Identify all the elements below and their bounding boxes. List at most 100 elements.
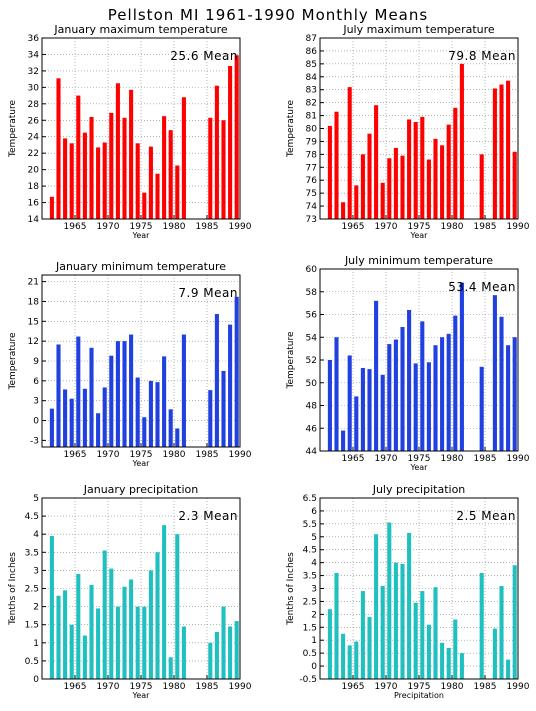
panel-2-title: July maximum temperature (342, 23, 495, 36)
panel-1-bar (208, 117, 213, 219)
panel-2-bar (446, 124, 451, 219)
panel-3-bar (175, 428, 180, 447)
panel-6-bar (393, 562, 398, 679)
panel-1-bar (82, 132, 87, 219)
panel-2-y-tick-label: 78 (306, 150, 318, 160)
panel-4-y-tick-label: 50 (306, 379, 318, 389)
panel-3-bar (214, 314, 219, 447)
panel-5-x-tick-label: 1970 (97, 682, 120, 692)
panel-3-bar (142, 417, 147, 447)
panel-4-y-tick-label: 44 (306, 447, 318, 457)
panel-4-bar (492, 295, 497, 451)
panel-6-title: July precipitation (372, 483, 466, 496)
panel-3-bar (135, 377, 140, 447)
panel-5-bar (49, 536, 54, 679)
panel-3-x-tick-label: 1985 (196, 450, 219, 460)
panel-1-bar (56, 78, 61, 220)
panel-6-bar (347, 645, 352, 679)
panel-1-x-axis-label: Year (132, 231, 151, 240)
panel-4-bar (400, 327, 405, 451)
panel-6-y-tick-label: 4.5 (303, 546, 317, 556)
panel-3-bar (148, 380, 153, 447)
panel-5-bar (63, 590, 68, 679)
panel-1-y-tick-label: 18 (28, 182, 40, 192)
panel-2-bar (420, 116, 425, 219)
panel-4-y-axis-label: Temperature (286, 331, 296, 389)
panel-2-y-tick-label: 80 (306, 125, 318, 135)
panel-4-y-tick-label: 58 (306, 288, 318, 298)
panel-1-y-tick-label: 28 (28, 100, 40, 110)
panel-2-y-tick-label: 76 (306, 176, 318, 186)
panel-4-y-tick-label: 56 (306, 311, 318, 321)
panel-5-bar (129, 579, 134, 679)
panel-1-bar (122, 117, 127, 219)
panel-5-bar (148, 570, 153, 679)
panel-2-x-tick-label: 1985 (474, 222, 497, 232)
panel-4-x-tick-label: 1970 (375, 454, 398, 464)
panel-1-bar (162, 116, 167, 219)
panel-2-y-tick-label: 82 (306, 99, 317, 109)
panel-2-x-tick-label: 1970 (375, 222, 398, 232)
panel-6-bar (446, 647, 451, 679)
panel-5-bar (162, 525, 167, 679)
panel-6-y-tick-label: 4 (311, 559, 317, 569)
panel-2-x-tick-label: 1975 (408, 222, 431, 232)
panel-1-x-tick-label: 1965 (64, 222, 87, 232)
panel-1-y-tick-label: 30 (28, 83, 40, 93)
panel-1-bar (168, 130, 173, 219)
panel-1-bar (76, 95, 81, 219)
panel-2-y-tick-label: 87 (306, 34, 317, 44)
panel-4-bar (479, 366, 484, 451)
panel-3-bar (109, 355, 114, 447)
panel-4-bar (433, 345, 438, 451)
panel-5-y-tick-label: 1.5 (25, 621, 39, 631)
panel-4-plot-border (319, 268, 519, 452)
panel-3-x-tick-label: 1990 (229, 450, 252, 460)
panel-5-x-tick-label: 1965 (64, 682, 87, 692)
panel-2-y-tick-label: 83 (306, 86, 317, 96)
panel-6-x-tick-label: 1980 (441, 682, 464, 692)
panel-2-bar (426, 159, 431, 219)
panel-1-bar (109, 112, 114, 219)
panel-4-bar (347, 355, 352, 451)
panel-4-bar (387, 344, 392, 451)
panel-1-x-tick-label: 1990 (229, 222, 252, 232)
panel-6-y-tick-label: 2.5 (303, 597, 317, 607)
panel-4-bar (380, 374, 385, 451)
panel-3-bar (96, 413, 101, 447)
panel-6-x-tick-label: 1965 (342, 682, 365, 692)
panel-4-bar (354, 396, 359, 451)
panel-4-x-tick-label: 1975 (408, 454, 431, 464)
panel-2-y-tick-label: 79 (306, 137, 318, 147)
panel-2-bar (506, 80, 511, 220)
panel-1-bar (228, 65, 233, 220)
panel-2-bar (341, 202, 346, 219)
panel-6-bar (426, 624, 431, 679)
panel-2-y-tick-label: 74 (306, 202, 318, 212)
panel-6-y-axis-label: Tenths of Inches (286, 552, 296, 626)
panel-3-y-tick-label: -3 (30, 436, 39, 446)
panel-6-mean-label: 2.5 Mean (456, 509, 516, 523)
panel-2-y-axis-label: Temperature (286, 100, 296, 158)
panel-5-x-axis-label: Year (132, 691, 151, 700)
panel-2-bar (374, 105, 379, 219)
panel-5-bar (181, 626, 186, 679)
panel-2-bar (387, 158, 392, 219)
panel-6-bar (492, 628, 497, 679)
panel-6-x-axis-label: Precipitation (394, 691, 444, 700)
panel-2-bar (400, 155, 405, 219)
panel-1-bar (89, 116, 94, 219)
panel-5-bar (234, 621, 239, 679)
panel-1-x-tick-label: 1975 (130, 222, 153, 232)
figure-title: Pellston MI 1961-1990 Monthly Means (107, 6, 429, 24)
panel-1-x-tick-label: 1985 (196, 222, 219, 232)
panel-2-bar (407, 119, 412, 219)
panel-2-y-tick-label: 75 (306, 189, 317, 199)
panel-2-bar (433, 138, 438, 219)
panel-1-bar (221, 120, 226, 219)
panel-3-y-tick-label: 15 (28, 317, 39, 327)
panel-6-y-tick-label: 1.5 (303, 623, 317, 633)
panel-4-bar (453, 315, 458, 451)
panel-4-x-axis-label: Year (410, 463, 429, 472)
panel-6-y-tick-label: -0.5 (299, 675, 317, 685)
